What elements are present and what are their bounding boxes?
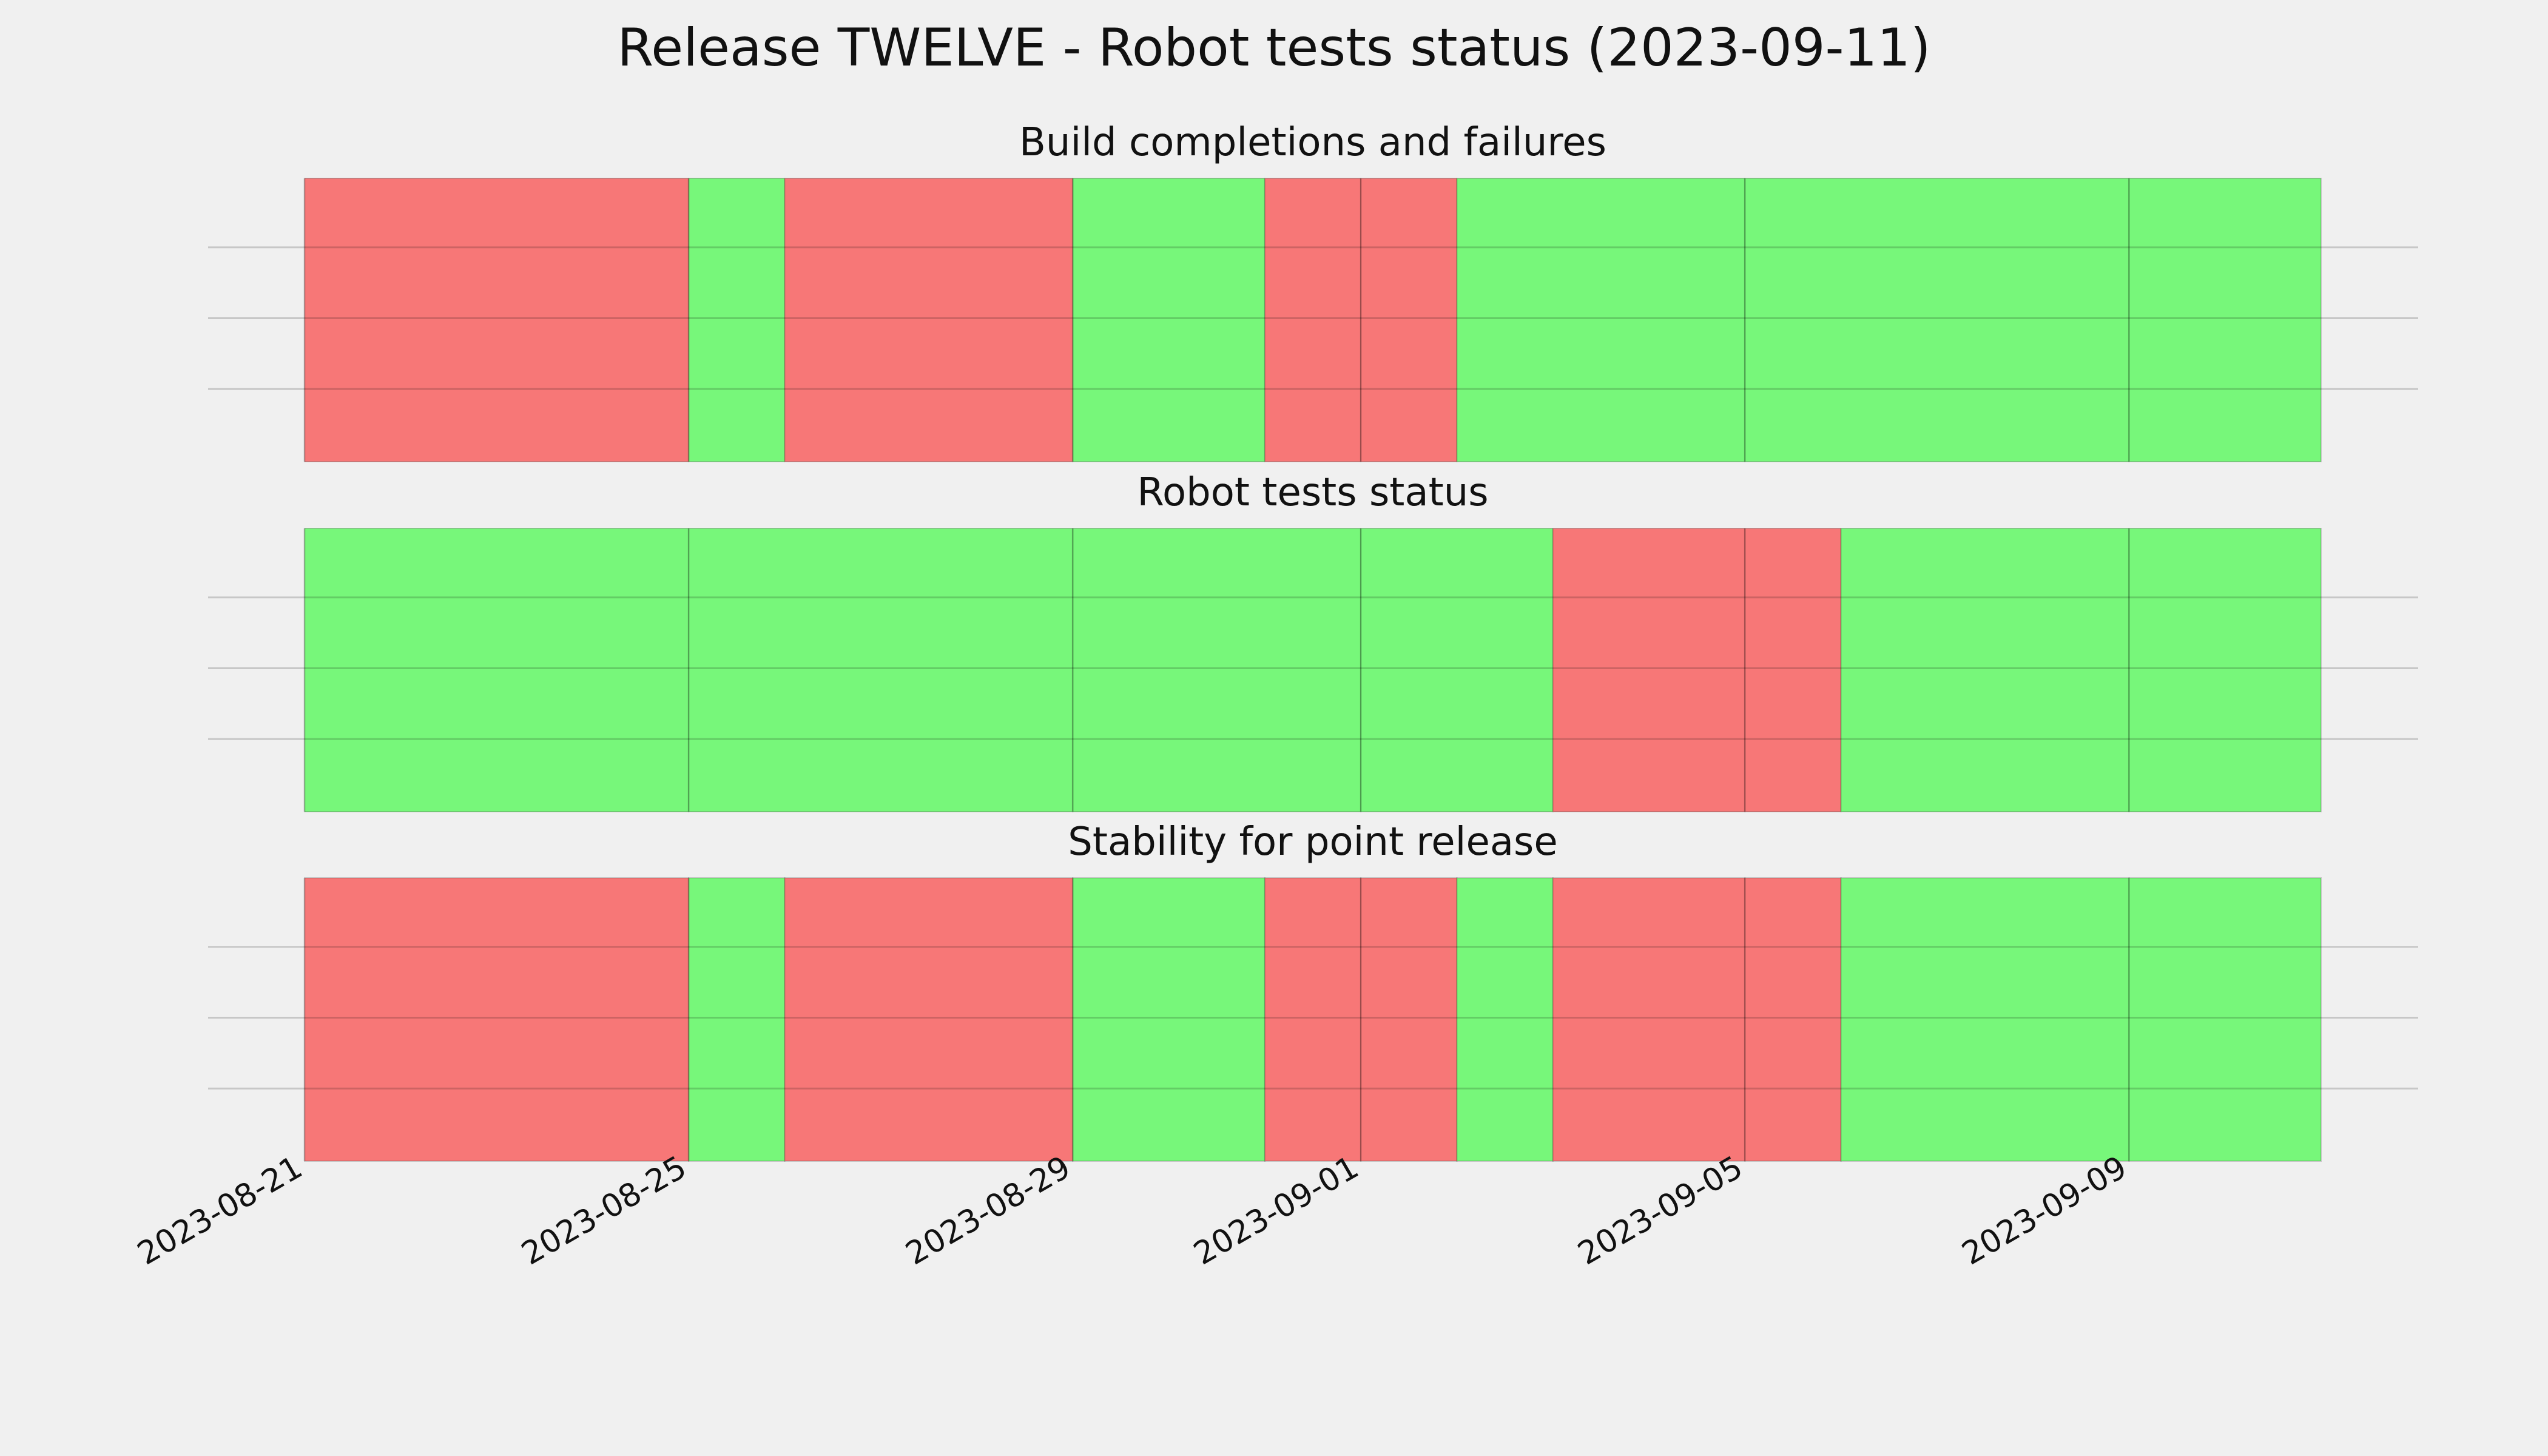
segment-fail: [1264, 877, 1362, 1162]
panel-title: Robot tests status: [1137, 470, 1488, 515]
segment-fail: [784, 178, 1074, 462]
segment-pass: [688, 528, 1074, 812]
segment-pass: [1072, 178, 1266, 462]
segment-fail: [1360, 877, 1458, 1162]
segment-fail: [1552, 877, 1746, 1162]
segment-pass: [1072, 528, 1362, 812]
segment-fail: [1360, 178, 1458, 462]
segment-fail: [304, 178, 690, 462]
panels-layer: Build completions and failures Robot test…: [208, 120, 2418, 1162]
segment-pass: [1456, 877, 1554, 1162]
segment-pass: [1840, 877, 2130, 1162]
segment-fail: [1264, 178, 1362, 462]
segment-pass: [2128, 178, 2322, 462]
panel-2: Robot tests status: [208, 470, 2418, 812]
panel-title: Stability for point release: [1068, 820, 1558, 864]
segment-pass: [1840, 528, 2130, 812]
segment-pass: [1072, 877, 1266, 1162]
segment-fail: [1744, 877, 1842, 1162]
segment-pass: [1360, 528, 1554, 812]
segment-fail: [1552, 528, 1746, 812]
segment-fail: [784, 877, 1074, 1162]
segment-pass: [304, 528, 690, 812]
segment-fail: [304, 877, 690, 1162]
segment-fail: [1744, 528, 1842, 812]
panel-title: Build completions and failures: [1019, 120, 1606, 165]
segment-pass: [688, 877, 786, 1162]
segment-pass: [2128, 877, 2322, 1162]
chart-title: Release TWELVE - Robot tests status (202…: [617, 18, 1930, 78]
segment-pass: [2128, 528, 2322, 812]
panel-1: Build completions and failures: [208, 120, 2418, 462]
panel-3: Stability for point release: [208, 820, 2418, 1162]
segment-pass: [1456, 178, 1746, 462]
segment-pass: [688, 178, 786, 462]
segment-pass: [1744, 178, 2130, 462]
